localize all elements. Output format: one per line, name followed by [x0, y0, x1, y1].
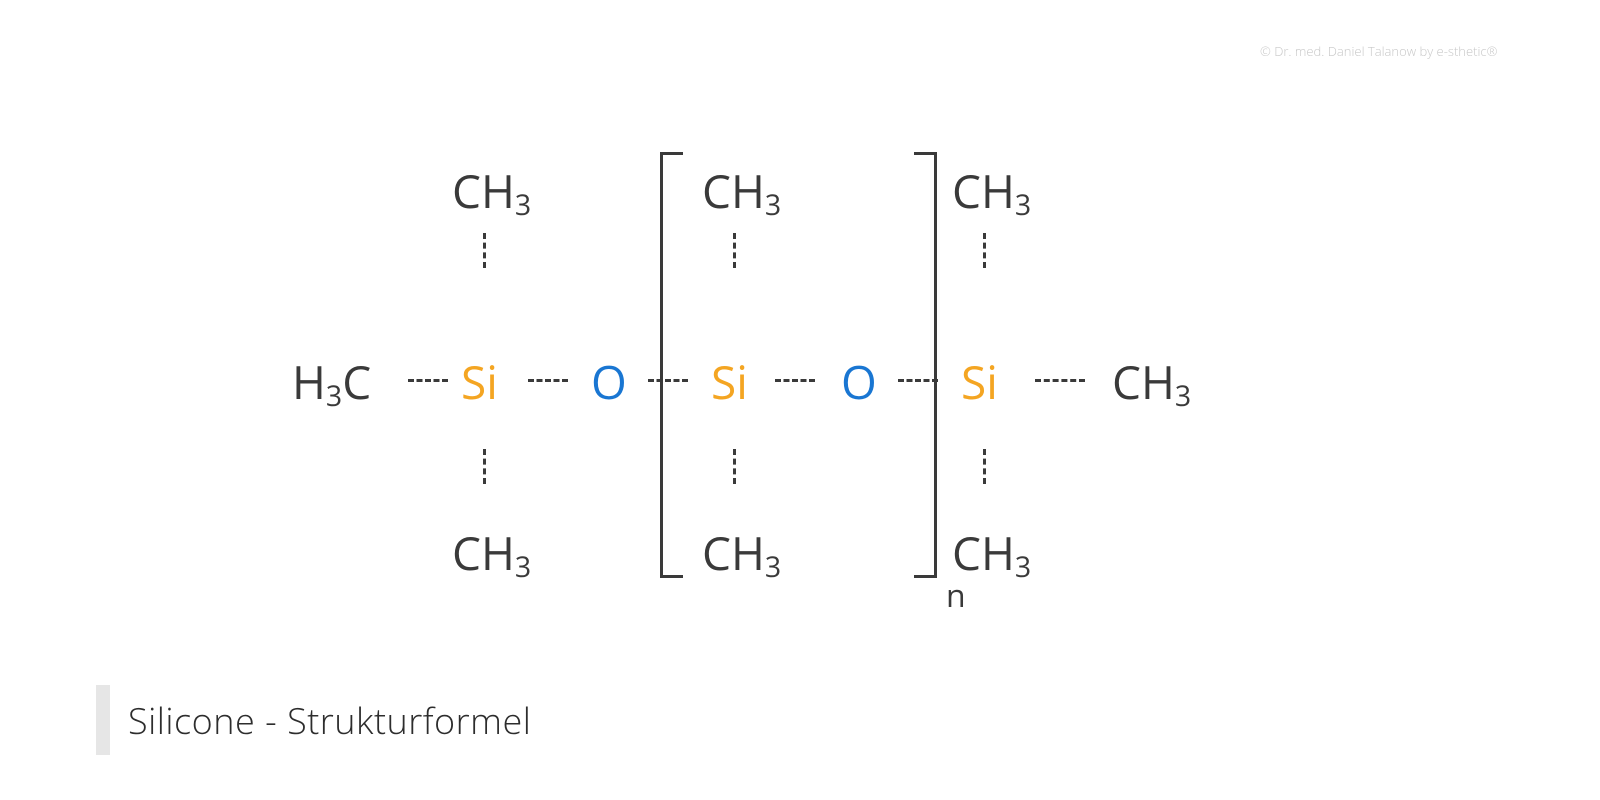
bond-h-1 — [528, 379, 568, 382]
ch3-bot-1: CH3 — [702, 522, 781, 586]
atom-h3c-left: H3C — [292, 351, 371, 415]
caption-accent — [96, 685, 110, 755]
caption: Silicone - Strukturformel — [96, 685, 531, 755]
atom-ch3-right: CH3 — [1112, 351, 1191, 415]
credit-line: © Dr. med. Daniel Talanow by e-sthetic® — [1260, 42, 1497, 60]
bond-v-top-0 — [483, 233, 486, 268]
bond-h-0 — [408, 379, 448, 382]
atom-si-2: Si — [711, 351, 748, 413]
bracket-right — [914, 152, 937, 578]
bond-v-top-2 — [983, 233, 986, 268]
bond-v-bot-1 — [733, 449, 736, 484]
bracket-subscript-n: n — [946, 574, 966, 617]
bond-v-top-1 — [733, 233, 736, 268]
bond-h-5 — [1035, 379, 1085, 382]
caption-text: Silicone - Strukturformel — [128, 696, 531, 745]
ch3-top-2: CH3 — [952, 160, 1031, 224]
atom-o-1: O — [591, 351, 627, 413]
atom-si-1: Si — [461, 351, 498, 413]
ch3-bot-0: CH3 — [452, 522, 531, 586]
bond-v-bot-2 — [983, 449, 986, 484]
atom-o-2: O — [841, 351, 877, 413]
atom-si-3: Si — [961, 351, 998, 413]
bracket-left — [660, 152, 683, 578]
bond-h-3 — [775, 379, 815, 382]
ch3-top-0: CH3 — [452, 160, 531, 224]
bond-v-bot-0 — [483, 449, 486, 484]
ch3-top-1: CH3 — [702, 160, 781, 224]
